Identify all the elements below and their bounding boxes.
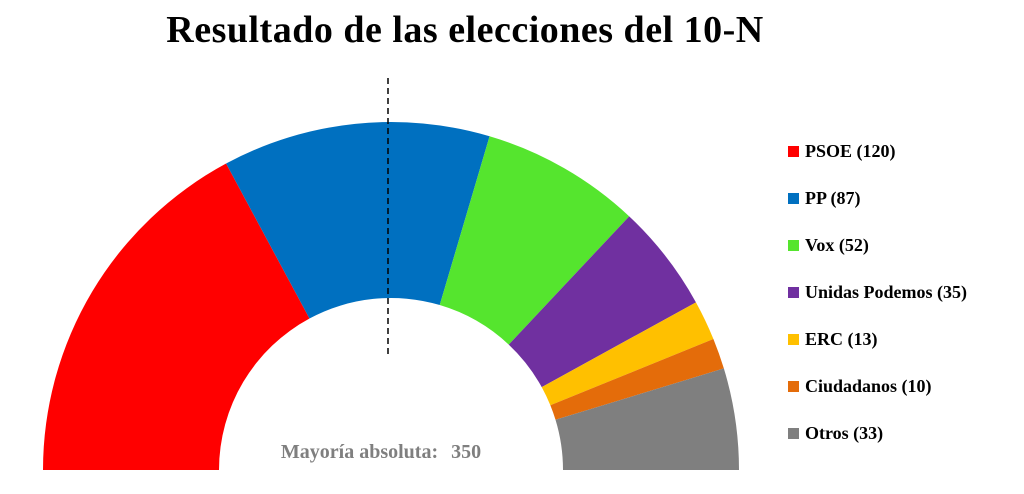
- legend-swatch: [788, 240, 799, 251]
- legend-item: PSOE (120): [788, 140, 967, 163]
- legend-swatch: [788, 334, 799, 345]
- slice-pp: [226, 121, 490, 319]
- slice-erc: [541, 302, 714, 406]
- legend-swatch: [788, 146, 799, 157]
- legend-label: ERC (13): [805, 329, 878, 349]
- legend-label: PSOE (120): [805, 141, 896, 161]
- legend-label: Ciudadanos (10): [805, 376, 932, 396]
- chart-title: Resultado de las elecciones del 10-N: [166, 9, 764, 51]
- legend: PSOE (120) PP (87) Vox (52) Unidas Podemos …: [788, 140, 967, 469]
- slice-ciudadanos: [550, 338, 724, 420]
- legend-label: Otros (33): [805, 423, 884, 443]
- legend-swatch: [788, 381, 799, 392]
- majority-value: 350: [451, 441, 481, 463]
- legend-swatch: [788, 428, 799, 439]
- slice-unidas-podemos: [508, 216, 696, 388]
- slice-psoe: [43, 163, 310, 471]
- majority-annotation: Mayoría absoluta: 350: [281, 441, 481, 463]
- legend-swatch: [788, 193, 799, 204]
- slice-otros: [555, 368, 739, 470]
- legend-item: Ciudadanos (10): [788, 375, 967, 398]
- legend-label: Vox (52): [805, 235, 869, 255]
- slice-vox: [439, 136, 630, 345]
- legend-item: Unidas Podemos (35): [788, 281, 967, 304]
- legend-item: ERC (13): [788, 328, 967, 351]
- majority-label: Mayoría absoluta:: [281, 441, 438, 463]
- legend-label: PP (87): [805, 188, 861, 208]
- legend-item: Otros (33): [788, 422, 967, 445]
- legend-label: Unidas Podemos (35): [805, 282, 968, 302]
- slices-group: [43, 121, 739, 471]
- legend-item: Vox (52): [788, 234, 967, 257]
- legend-item: PP (87): [788, 187, 967, 210]
- legend-swatch: [788, 287, 799, 298]
